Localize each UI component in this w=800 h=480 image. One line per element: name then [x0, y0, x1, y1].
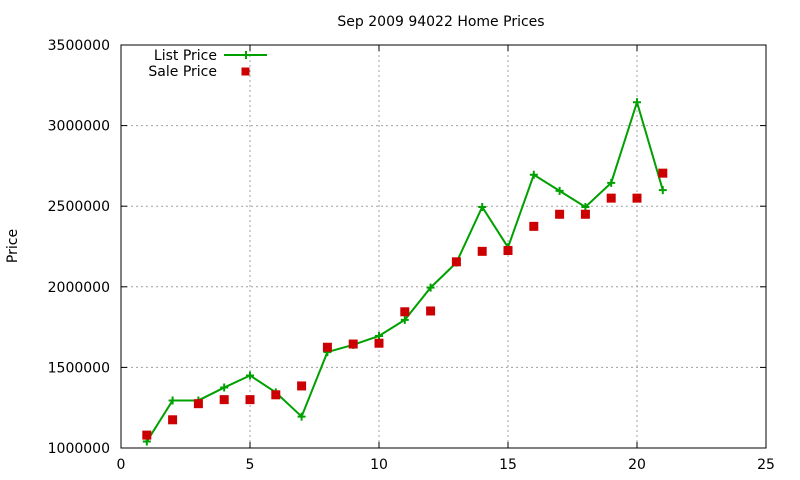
plot-series	[142, 98, 668, 446]
sale-price-point	[193, 399, 203, 409]
sale-price-point	[297, 381, 307, 391]
sale-price-point	[142, 430, 152, 440]
sale-price-point	[529, 221, 539, 231]
list-price-point	[426, 283, 435, 292]
axis-ticks	[120, 44, 767, 449]
legend: List Price Sale Price	[148, 48, 267, 80]
list-price-point	[581, 203, 590, 212]
series-sale-price	[142, 168, 668, 440]
legend-marker-sale-price	[241, 67, 250, 76]
x-tick-label: 15	[499, 457, 517, 473]
sale-price-point	[555, 209, 565, 219]
sale-price-point	[426, 306, 436, 316]
y-tick-label: 3500000	[48, 38, 110, 54]
y-tick-label: 2500000	[48, 199, 110, 215]
y-tick-label: 3000000	[48, 119, 110, 135]
sale-price-point	[322, 342, 332, 352]
list-price-point	[168, 396, 177, 405]
list-price-point	[400, 315, 409, 324]
sale-price-point	[477, 246, 487, 256]
list-price-point	[658, 186, 667, 195]
list-price-point	[529, 170, 538, 179]
sale-price-point	[580, 209, 590, 219]
sale-price-point	[168, 415, 178, 425]
list-price-point	[478, 203, 487, 212]
sale-price-point	[503, 246, 513, 256]
sale-price-point	[632, 193, 642, 203]
list-price-point	[297, 412, 306, 421]
y-tick-label: 1500000	[48, 360, 110, 376]
legend-label-list-price: List Price	[154, 48, 217, 64]
y-axis-label: Price	[5, 229, 21, 263]
chart-title: Sep 2009 94022 Home Prices	[337, 14, 544, 30]
x-tick-label: 20	[628, 457, 646, 473]
sale-price-point	[348, 339, 358, 349]
x-tick-label: 25	[757, 457, 775, 473]
y-tick-labels: 1000000 1500000 2000000 2500000 3000000 35000…	[48, 38, 110, 457]
y-tick-label: 2000000	[48, 280, 110, 296]
sale-price-point	[271, 390, 281, 400]
list-price-point	[555, 186, 564, 195]
sale-price-point	[219, 395, 229, 405]
sale-price-point	[658, 168, 668, 178]
sale-price-point	[245, 395, 255, 405]
sale-price-point	[451, 257, 461, 267]
sale-price-point	[400, 307, 410, 317]
legend-label-sale-price: Sale Price	[148, 64, 217, 80]
x-tick-label: 0	[117, 457, 126, 473]
list-price-point	[633, 98, 641, 107]
y-tick-label: 1000000	[48, 441, 110, 457]
x-tick-label: 5	[246, 457, 255, 473]
list-price-point	[246, 371, 254, 380]
x-tick-label: 10	[370, 457, 388, 473]
sale-price-point	[374, 338, 384, 348]
sale-price-point	[606, 193, 616, 203]
list-price-point	[375, 331, 383, 340]
legend-marker-list-price	[242, 51, 250, 59]
series-list-price	[142, 98, 667, 446]
list-price-point	[607, 178, 616, 187]
plot-frame	[120, 44, 767, 449]
grid	[121, 45, 766, 448]
x-tick-labels: 0 5 10 15 20 25	[117, 457, 775, 473]
list-price-point	[220, 383, 229, 392]
